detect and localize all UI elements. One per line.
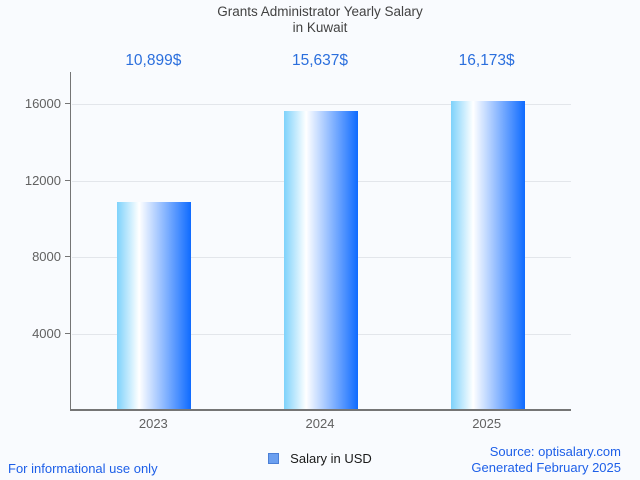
bar-value-label-2024: 15,637$	[291, 52, 349, 69]
y-tick-mark	[65, 256, 70, 258]
y-tick-mark	[65, 103, 70, 105]
legend-label: Salary in USD	[290, 451, 372, 466]
bar-2023[interactable]	[117, 201, 192, 410]
bar-2025[interactable]	[450, 101, 525, 410]
y-tick-mark	[65, 179, 70, 181]
legend-swatch-icon	[268, 453, 280, 464]
y-tick-label: 16000	[24, 96, 61, 112]
x-axis-label-2024: 2024	[305, 416, 335, 431]
source-block: Source: optisalary.com Generated Februar…	[471, 444, 621, 476]
x-axis-label-2023: 2023	[138, 416, 168, 431]
chart-title: Grants Administrator Yearly Salary in Ku…	[0, 4, 640, 35]
bar-value-label-2025: 16,173$	[458, 52, 515, 69]
source-link[interactable]: Source: optisalary.com	[489, 444, 621, 459]
gridline	[72, 104, 571, 106]
bar-2024[interactable]	[284, 111, 358, 410]
y-tick-label: 12000	[24, 172, 61, 188]
x-axis-line	[70, 409, 571, 411]
bar-value-label-2023: 10,899$	[125, 52, 182, 69]
footer-note: For informational use only	[8, 461, 158, 476]
y-tick-label: 8000	[32, 249, 61, 265]
x-axis-label-2025: 2025	[472, 416, 502, 431]
legend: Salary in USD	[0, 451, 640, 466]
plot-area	[70, 72, 571, 410]
chart-title-line1: Grants Administrator Yearly Salary	[217, 4, 423, 19]
chart-title-line2: in Kuwait	[292, 19, 348, 35]
generated-date: Generated February 2025	[471, 460, 621, 475]
y-tick-label: 4000	[32, 325, 61, 341]
y-tick-mark	[65, 332, 70, 334]
